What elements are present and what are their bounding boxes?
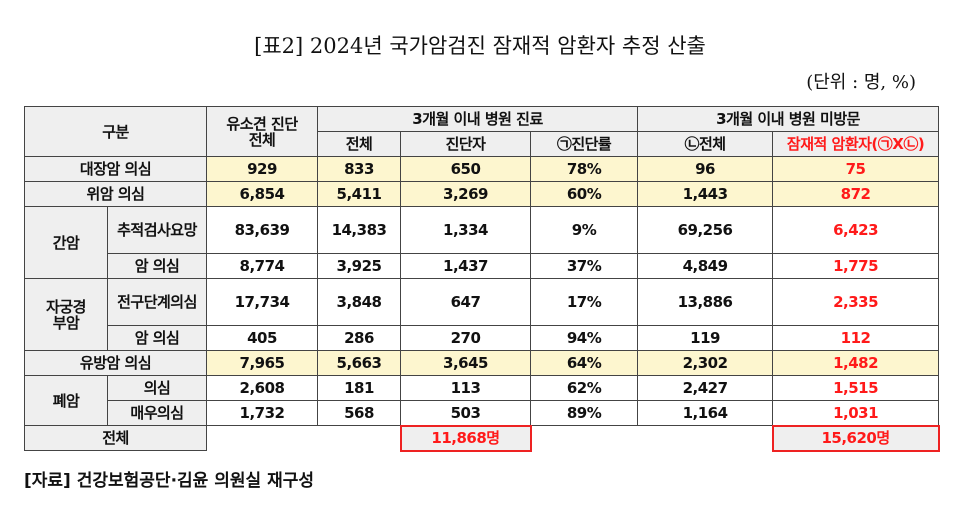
row-label: 대장암 의심 <box>23 156 208 182</box>
header-group-visit: 3개월 이내 병원 진료 <box>317 106 639 132</box>
cell-visit-total: 5,411 <box>317 181 402 207</box>
cell-potential: 1,482 <box>772 350 940 376</box>
row-sublabel: 암 의심 <box>106 253 208 279</box>
cell-rate: 62% <box>530 375 639 401</box>
cell-rate: 94% <box>530 325 639 351</box>
total-row: 전체 11,868명 15,620명 <box>23 424 940 452</box>
header-novisit-potential: 잠재적 암환자(㉠X㉡) <box>772 131 940 157</box>
cell-potential: 872 <box>772 181 940 207</box>
cell-visit-total: 286 <box>317 325 402 351</box>
header-abnormal-line2: 전체 <box>248 130 276 149</box>
group-label-liver: 간암 <box>24 206 108 279</box>
row-sublabel: 암 의심 <box>106 325 208 351</box>
potential-cancer-table: 구분 유소견 진단 전체 3개월 이내 병원 진료 3개월 이내 병원 미방문 … <box>23 106 940 452</box>
group-label-cervical-line2: 부암 <box>52 313 80 332</box>
cell-novisit: 2,427 <box>637 375 774 401</box>
cell-novisit: 2,302 <box>637 350 774 376</box>
cell-rate: 9% <box>530 206 639 254</box>
table-row: 대장암 의심 929 833 650 78% 96 75 <box>23 156 940 182</box>
header-visit-rate: ㉠진단률 <box>530 131 639 157</box>
cell-abnormal: 83,639 <box>206 206 319 254</box>
cell-diagnosed: 647 <box>400 278 532 326</box>
cell-visit-total: 568 <box>317 400 402 426</box>
cell-visit-total: 3,848 <box>317 278 402 326</box>
table-row: 폐암 의심 2,608 181 113 62% 2,427 1,515 <box>24 375 940 426</box>
total-empty-1 <box>206 425 401 451</box>
cell-diagnosed: 113 <box>400 375 532 401</box>
group-label-cervical: 자궁경 부암 <box>24 278 108 351</box>
cell-diagnosed: 1,334 <box>400 206 532 254</box>
header-abnormal-total: 유소견 진단 전체 <box>206 106 319 157</box>
group-label-lung: 폐암 <box>24 375 108 426</box>
cell-visit-total: 14,383 <box>317 206 402 254</box>
cell-potential: 2,335 <box>772 278 940 326</box>
header-visit-diagnosed: 진단자 <box>400 131 532 157</box>
table-row: 자궁경 부암 전구단계의심 17,734 3,848 647 17% 13,88… <box>24 278 940 351</box>
cell-diagnosed: 270 <box>400 325 532 351</box>
cell-novisit: 119 <box>637 325 774 351</box>
row-sublabel: 전구단계의심 <box>106 278 208 326</box>
cell-abnormal: 17,734 <box>206 278 319 326</box>
cell-potential: 112 <box>772 325 940 351</box>
cell-rate: 89% <box>530 400 639 426</box>
row-label: 유방암 의심 <box>23 350 208 376</box>
cell-potential: 75 <box>772 156 940 182</box>
table-row: 간암 추적검사요망 83,639 14,383 1,334 9% 69,256 … <box>24 206 940 279</box>
cell-rate: 17% <box>530 278 639 326</box>
total-label: 전체 <box>23 425 208 451</box>
table-row: 암 의심 8,774 3,925 1,437 37% 4,849 1,775 <box>25 253 940 279</box>
cell-diagnosed: 503 <box>400 400 532 426</box>
table-row: 유방암 의심 7,965 5,663 3,645 64% 2,302 1,482 <box>23 350 940 376</box>
header-novisit-total: ㉡전체 <box>637 131 774 157</box>
cell-visit-total: 3,925 <box>317 253 402 279</box>
cell-rate: 78% <box>530 156 639 182</box>
cell-diagnosed: 650 <box>400 156 532 182</box>
cell-abnormal: 6,854 <box>206 181 319 207</box>
cell-novisit: 96 <box>637 156 774 182</box>
cell-abnormal: 929 <box>206 156 319 182</box>
cell-potential: 6,423 <box>772 206 940 254</box>
table-title: [표2] 2024년 국가암검진 잠재적 암환자 추정 산출 <box>254 34 706 58</box>
cell-novisit: 4,849 <box>637 253 774 279</box>
cell-abnormal: 7,965 <box>206 350 319 376</box>
header-visit-total: 전체 <box>317 131 402 157</box>
group-label-cervical-line1: 자궁경 <box>46 297 86 316</box>
total-empty-2 <box>530 425 773 451</box>
total-potential: 15,620명 <box>771 424 940 452</box>
table-row: 암 의심 405 286 270 94% 119 112 <box>25 325 940 351</box>
cell-potential: 1,031 <box>772 400 940 426</box>
cell-diagnosed: 3,269 <box>400 181 532 207</box>
cell-abnormal: 8,774 <box>206 253 319 279</box>
cell-visit-total: 5,663 <box>317 350 402 376</box>
cell-diagnosed: 1,437 <box>400 253 532 279</box>
table-row: 위암 의심 6,854 5,411 3,269 60% 1,443 872 <box>23 181 940 207</box>
cell-diagnosed: 3,645 <box>400 350 532 376</box>
header-category: 구분 <box>23 106 208 157</box>
header-abnormal-line1: 유소견 진단 <box>226 114 298 133</box>
source-note: [자료] 건강보험공단·김윤 의원실 재구성 <box>24 471 314 491</box>
row-sublabel: 매우의심 <box>106 400 208 426</box>
cell-potential: 1,775 <box>772 253 940 279</box>
row-sublabel: 추적검사요망 <box>106 206 208 254</box>
cell-novisit: 1,164 <box>637 400 774 426</box>
cell-novisit: 69,256 <box>637 206 774 254</box>
cell-novisit: 13,886 <box>637 278 774 326</box>
row-label: 위암 의심 <box>23 181 208 207</box>
total-diagnosed: 11,868명 <box>399 424 532 452</box>
cell-abnormal: 1,732 <box>206 400 319 426</box>
cell-abnormal: 405 <box>206 325 319 351</box>
cell-visit-total: 833 <box>317 156 402 182</box>
unit-label: (단위 : 명, %) <box>806 72 916 93</box>
row-sublabel: 의심 <box>106 375 208 401</box>
cell-potential: 1,515 <box>772 375 940 401</box>
table-row: 매우의심 1,732 568 503 89% 1,164 1,031 <box>25 400 940 426</box>
header-group-novisit: 3개월 이내 병원 미방문 <box>637 106 940 132</box>
cell-rate: 60% <box>530 181 639 207</box>
cell-novisit: 1,443 <box>637 181 774 207</box>
cell-rate: 37% <box>530 253 639 279</box>
cell-rate: 64% <box>530 350 639 376</box>
cell-visit-total: 181 <box>317 375 402 401</box>
cell-abnormal: 2,608 <box>206 375 319 401</box>
